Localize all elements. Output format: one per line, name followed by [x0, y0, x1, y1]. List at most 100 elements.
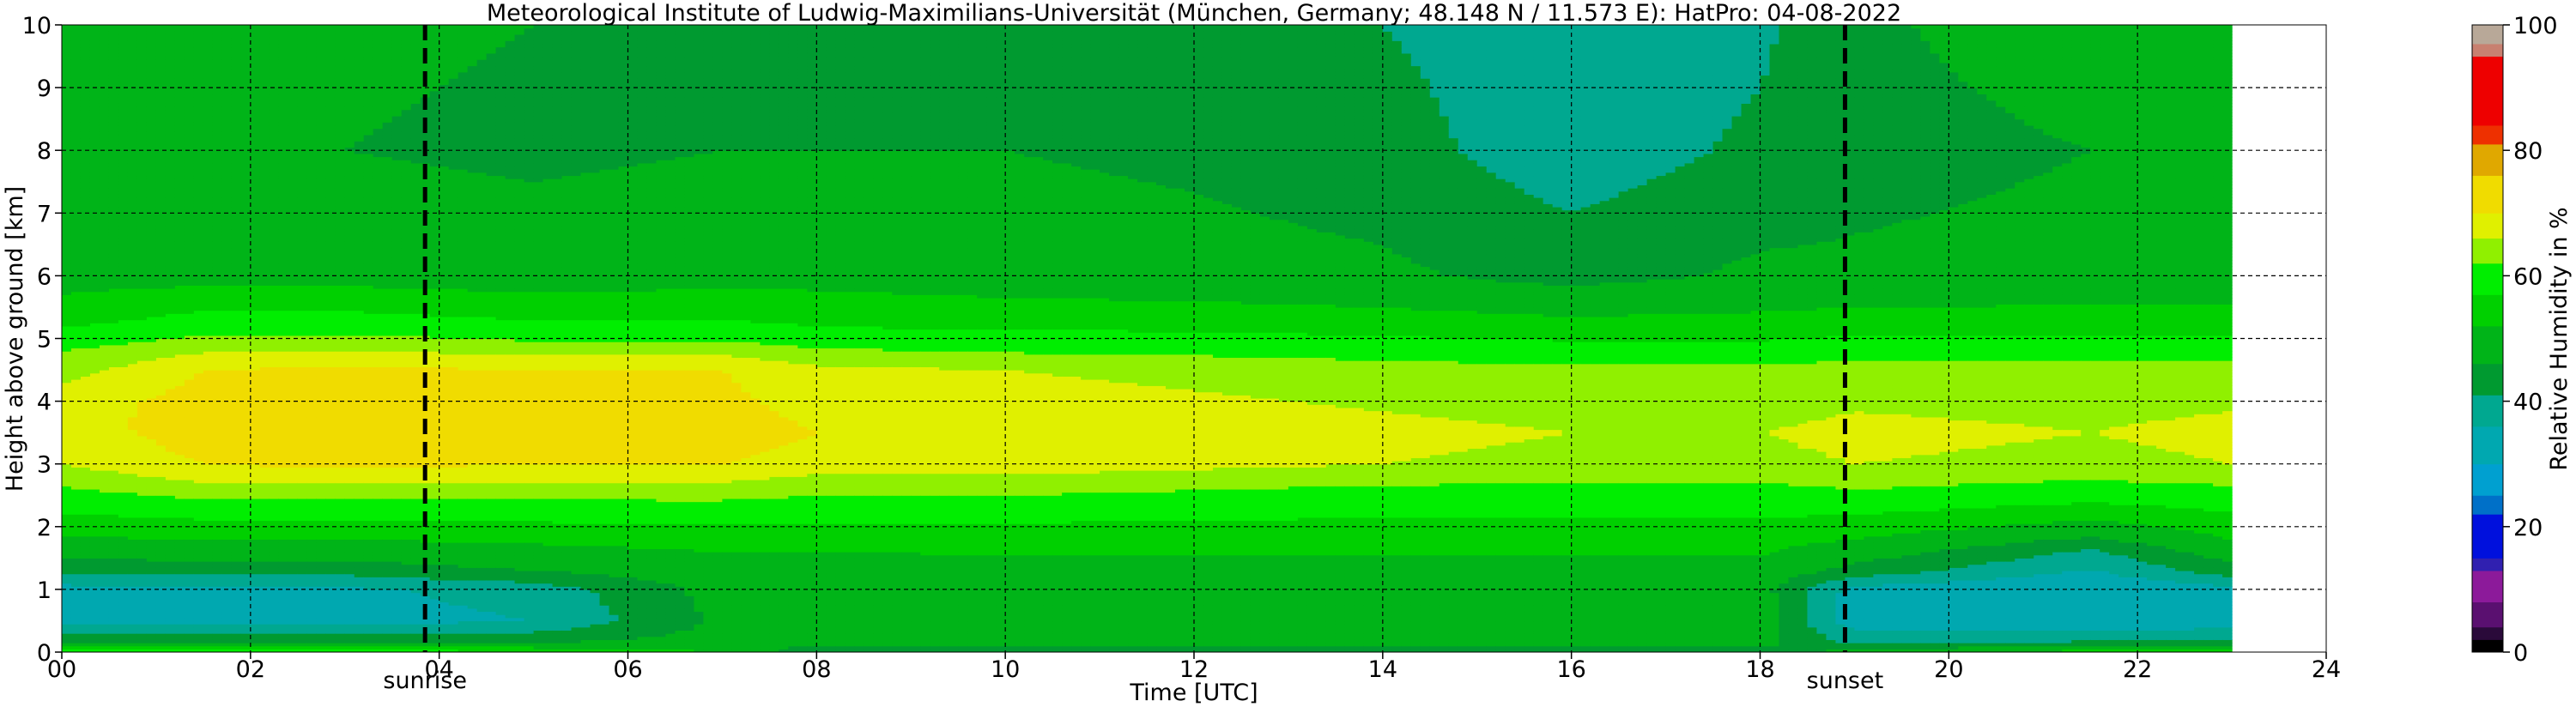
heatmap-cell	[203, 483, 214, 486]
heatmap-cell	[203, 269, 214, 273]
heatmap-cell	[194, 511, 204, 515]
heatmap-cell	[100, 257, 110, 260]
heatmap-cell	[147, 232, 157, 235]
heatmap-cell	[128, 53, 138, 57]
heatmap-cell	[128, 288, 138, 292]
heatmap-cell	[147, 517, 157, 521]
heatmap-cell	[71, 408, 82, 411]
heatmap-cell	[203, 476, 214, 480]
heatmap-cell	[185, 326, 195, 329]
heatmap-cell	[147, 191, 157, 195]
heatmap-cell	[147, 385, 157, 389]
heatmap-cell	[185, 254, 195, 257]
heatmap-cell	[128, 106, 138, 110]
heatmap-cell	[62, 119, 72, 123]
heatmap-cell	[109, 517, 119, 521]
heatmap-cell	[147, 163, 157, 166]
heatmap-cell	[147, 201, 157, 204]
heatmap-cell	[118, 125, 129, 129]
heatmap-cell	[90, 313, 100, 317]
heatmap-cell	[185, 222, 195, 226]
heatmap-cell	[175, 78, 185, 82]
heatmap-cell	[185, 97, 195, 100]
heatmap-cell	[109, 404, 119, 408]
heatmap-cell	[81, 395, 91, 398]
heatmap-cell	[81, 59, 91, 63]
heatmap-cell	[81, 326, 91, 329]
heatmap-cell	[185, 294, 195, 298]
heatmap-cell	[166, 292, 176, 295]
heatmap-cell	[118, 197, 129, 201]
heatmap-cell	[137, 266, 148, 269]
heatmap-cell	[62, 624, 72, 627]
heatmap-cell	[90, 304, 100, 307]
heatmap-cell	[166, 163, 176, 166]
heatmap-cell	[213, 643, 223, 646]
heatmap-cell	[137, 602, 148, 606]
heatmap-cell	[185, 402, 195, 405]
heatmap-cell	[62, 292, 72, 295]
heatmap-cell	[62, 182, 72, 185]
heatmap-cell	[90, 285, 100, 288]
heatmap-cell	[62, 285, 72, 288]
heatmap-cell	[100, 207, 110, 210]
heatmap-cell	[109, 414, 119, 417]
heatmap-cell	[194, 129, 204, 132]
heatmap-cell	[71, 533, 82, 536]
heatmap-cell	[156, 72, 167, 76]
heatmap-cell	[147, 457, 157, 461]
heatmap-cell	[203, 122, 214, 125]
heatmap-cell	[147, 379, 157, 383]
heatmap-cell	[194, 620, 204, 624]
heatmap-cell	[100, 154, 110, 157]
heatmap-cell	[166, 357, 176, 360]
heatmap-cell	[185, 436, 195, 439]
heatmap-cell	[118, 59, 129, 63]
heatmap-cell	[62, 241, 72, 245]
heatmap-cell	[128, 546, 138, 549]
heatmap-cell	[203, 423, 214, 426]
heatmap-cell	[118, 97, 129, 100]
heatmap-cell	[147, 364, 157, 367]
heatmap-cell	[175, 213, 185, 216]
heatmap-cell	[203, 536, 214, 540]
heatmap-cell	[194, 499, 204, 502]
heatmap-cell	[213, 59, 223, 63]
heatmap-cell	[71, 480, 82, 483]
heatmap-cell	[175, 241, 185, 245]
heatmap-cell	[203, 257, 214, 260]
heatmap-cell	[90, 320, 100, 323]
heatmap-cell	[71, 618, 82, 621]
heatmap-cell	[147, 643, 157, 646]
heatmap-cell	[137, 605, 148, 608]
heatmap-cell	[175, 112, 185, 116]
heatmap-cell	[118, 263, 129, 267]
heatmap-cell	[90, 182, 100, 185]
heatmap-cell	[109, 511, 119, 515]
heatmap-cell	[100, 201, 110, 204]
heatmap-cell	[213, 135, 223, 138]
heatmap-cell	[147, 135, 157, 138]
heatmap-cell	[100, 332, 110, 335]
heatmap-cell	[90, 408, 100, 411]
heatmap-cell	[156, 307, 167, 311]
heatmap-cell	[100, 389, 110, 392]
heatmap-cell	[137, 207, 148, 210]
heatmap-cell	[109, 408, 119, 411]
heatmap-cell	[137, 539, 148, 542]
heatmap-cell	[137, 580, 148, 583]
heatmap-cell	[62, 160, 72, 163]
heatmap-cell	[118, 304, 129, 307]
heatmap-cell	[213, 106, 223, 110]
heatmap-cell	[185, 486, 195, 489]
heatmap-cell	[90, 451, 100, 455]
heatmap-cell	[71, 470, 82, 474]
heatmap-cell	[118, 451, 129, 455]
heatmap-cell	[147, 40, 157, 44]
heatmap-cell	[213, 251, 223, 254]
heatmap-cell	[222, 539, 233, 542]
heatmap-cell	[118, 502, 129, 505]
heatmap-cell	[137, 197, 148, 201]
heatmap-cell	[137, 304, 148, 307]
heatmap-cell	[175, 229, 185, 233]
